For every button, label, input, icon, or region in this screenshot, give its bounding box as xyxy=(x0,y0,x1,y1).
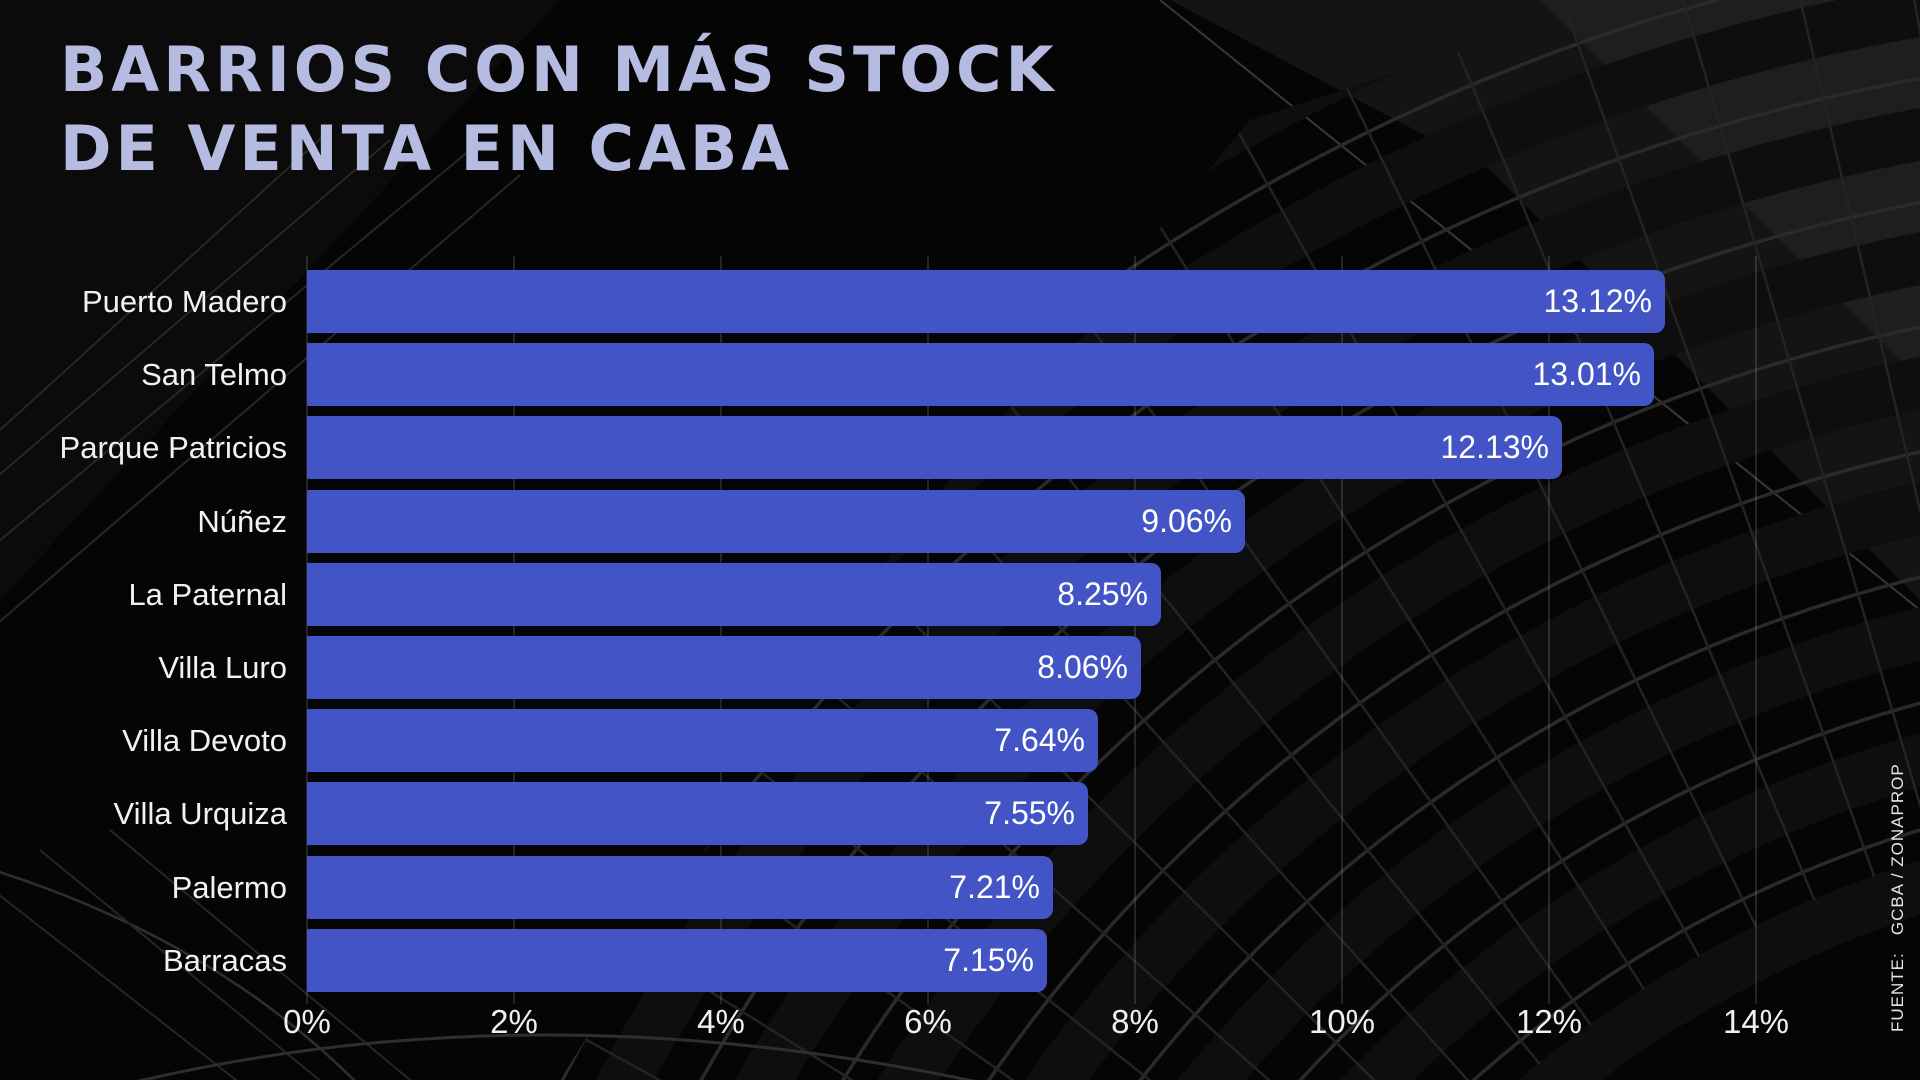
bar: 7.21% xyxy=(307,856,1053,919)
value-label: 13.01% xyxy=(1532,356,1641,392)
bar: 7.15% xyxy=(307,929,1047,992)
category-label: Villa Luro xyxy=(158,650,287,685)
x-tick-label: 12% xyxy=(1515,1003,1583,1040)
page-title: BARRIOS CON MÁS STOCK DE VENTA EN CABA xyxy=(60,30,1058,188)
x-tick-label: 4% xyxy=(697,1003,745,1040)
bar: 8.06% xyxy=(307,636,1141,699)
table-row: Villa Urquiza 7.55% xyxy=(0,782,1920,845)
gridline-8% xyxy=(1134,256,1136,1004)
category-label: Villa Devoto xyxy=(122,723,287,758)
gridline-6% xyxy=(927,256,929,1004)
category-label: San Telmo xyxy=(141,357,287,392)
table-row: Palermo 7.21% xyxy=(0,856,1920,919)
x-tick-label: 6% xyxy=(904,1003,952,1040)
gridline-2% xyxy=(513,256,515,1004)
value-label: 7.64% xyxy=(994,722,1085,758)
bar: 9.06% xyxy=(307,490,1245,553)
value-label: 7.15% xyxy=(943,942,1034,978)
gridline-0% xyxy=(306,256,308,1004)
value-label: 12.13% xyxy=(1440,429,1549,465)
table-row: La Paternal 8.25% xyxy=(0,563,1920,626)
gridline-10% xyxy=(1341,256,1343,1004)
bar: 12.13% xyxy=(307,416,1562,479)
category-label: Núñez xyxy=(197,504,287,539)
table-row: Villa Devoto 7.64% xyxy=(0,709,1920,772)
gridline-4% xyxy=(720,256,722,1004)
bar: 7.55% xyxy=(307,782,1088,845)
bar: 8.25% xyxy=(307,563,1161,626)
x-tick-label: 14% xyxy=(1722,1003,1790,1040)
value-label: 8.06% xyxy=(1037,649,1128,685)
bar: 13.01% xyxy=(307,343,1654,406)
category-label: Palermo xyxy=(171,870,287,905)
category-label: Parque Patricios xyxy=(59,430,287,465)
category-label: Villa Urquiza xyxy=(113,796,287,831)
source-credit: FUENTE: GCBA / ZONAPROP xyxy=(1888,763,1907,1032)
category-label: Barracas xyxy=(162,943,287,978)
value-label: 13.12% xyxy=(1543,283,1652,319)
value-label: 7.21% xyxy=(949,869,1040,905)
x-tick-label: 8% xyxy=(1111,1003,1159,1040)
x-tick-label: 0% xyxy=(283,1003,331,1040)
page-title-line2: DE VENTA EN CABA xyxy=(60,112,794,185)
gridline-14% xyxy=(1755,256,1757,1004)
x-tick-label: 10% xyxy=(1308,1003,1376,1040)
table-row: San Telmo 13.01% xyxy=(0,343,1920,406)
gridline-12% xyxy=(1548,256,1550,1004)
value-label: 7.55% xyxy=(984,795,1075,831)
table-row: Parque Patricios 12.13% xyxy=(0,416,1920,479)
page-title-line1: BARRIOS CON MÁS STOCK xyxy=(60,33,1058,106)
bar: 13.12% xyxy=(307,270,1665,333)
bar: 7.64% xyxy=(307,709,1098,772)
table-row: Puerto Madero 13.12% xyxy=(0,270,1920,333)
value-label: 8.25% xyxy=(1057,576,1148,612)
value-label: 9.06% xyxy=(1141,503,1232,539)
table-row: Villa Luro 8.06% xyxy=(0,636,1920,699)
category-label: La Paternal xyxy=(128,577,287,612)
table-row: Barracas 7.15% xyxy=(0,929,1920,992)
category-label: Puerto Madero xyxy=(81,284,287,319)
table-row: Núñez 9.06% xyxy=(0,490,1920,553)
x-tick-label: 2% xyxy=(490,1003,538,1040)
